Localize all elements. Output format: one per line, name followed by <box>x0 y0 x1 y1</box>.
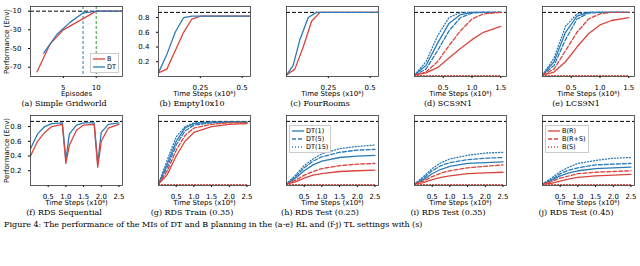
svg-text:1.5: 1.5 <box>623 84 634 92</box>
svg-text:1.5: 1.5 <box>495 84 506 92</box>
svg-text:0.6: 0.6 <box>138 29 150 37</box>
html-text:DT: DT <box>107 63 116 71</box>
html-text:DT(1): DT(1) <box>306 127 325 135</box>
svg-text:1.5: 1.5 <box>590 193 602 202</box>
svg-text:0.25: 0.25 <box>320 84 337 93</box>
svg-text:0.5: 0.5 <box>554 193 566 202</box>
svg-text:Time Steps (x10⁶): Time Steps (x10⁶) <box>44 199 108 207</box>
svg-text:2.0: 2.0 <box>607 193 619 202</box>
svg-text:2.0: 2.0 <box>223 193 235 202</box>
svg-text:1.0: 1.0 <box>188 193 200 202</box>
svg-text:0.5: 0.5 <box>237 84 248 92</box>
svg-text:Time Steps (x10⁶): Time Steps (x10⁶) <box>172 90 236 98</box>
svg-text:2.0: 2.0 <box>351 193 363 202</box>
svg-text:0.5: 0.5 <box>365 84 376 92</box>
html-text:(b) Empty10x10: (b) Empty10x10 <box>159 99 225 108</box>
svg-text:Time Steps (x10⁶): Time Steps (x10⁶) <box>556 90 620 98</box>
svg-text:2.5: 2.5 <box>113 193 124 201</box>
svg-text:1.0: 1.0 <box>444 193 456 202</box>
html-text:(f) RDS Sequential: (f) RDS Sequential <box>26 208 102 217</box>
svg-text:2.5: 2.5 <box>625 193 636 201</box>
svg-text:-30: -30 <box>10 26 21 34</box>
html-text:(a) Simple Gridworld: (a) Simple Gridworld <box>21 99 107 108</box>
html-text:(d) SCS9N1: (d) SCS9N1 <box>423 99 473 108</box>
svg-text:2.5: 2.5 <box>369 193 380 201</box>
svg-text:1.0: 1.0 <box>60 193 72 202</box>
svg-text:1.5: 1.5 <box>334 193 346 202</box>
svg-text:0.8: 0.8 <box>138 14 149 22</box>
svg-text:0.5: 0.5 <box>426 193 438 202</box>
html-text:B(R): B(R) <box>562 127 577 135</box>
html-text:DT(5): DT(5) <box>306 135 325 143</box>
svg-text:1.0: 1.0 <box>466 84 478 93</box>
html-text:(c) FourRooms: (c) FourRooms <box>290 99 350 108</box>
svg-text:0.5: 0.5 <box>170 193 182 202</box>
svg-text:1.0: 1.0 <box>316 193 328 202</box>
svg-text:-10: -10 <box>10 7 21 15</box>
svg-text:0.4: 0.4 <box>138 43 150 51</box>
svg-text:0.8: 0.8 <box>10 123 21 131</box>
svg-text:0.2: 0.2 <box>138 58 149 66</box>
html-text:(j) RDS Test (0.45): (j) RDS Test (0.45) <box>538 208 614 217</box>
svg-text:0.5: 0.5 <box>565 84 577 93</box>
svg-text:Time Steps (x10⁶): Time Steps (x10⁶) <box>172 199 236 207</box>
svg-text:1.0: 1.0 <box>594 84 606 93</box>
svg-text:10: 10 <box>92 84 101 92</box>
svg-text:1.5: 1.5 <box>206 193 218 202</box>
svg-text:-70: -70 <box>10 63 21 71</box>
svg-text:-50: -50 <box>10 45 21 53</box>
svg-text:0.4: 0.4 <box>10 152 22 160</box>
svg-text:Time Steps (x10⁶): Time Steps (x10⁶) <box>428 90 492 98</box>
svg-text:Time Steps (x10⁶): Time Steps (x10⁶) <box>428 199 492 207</box>
svg-text:Episodes: Episodes <box>61 90 92 98</box>
svg-text:1.0: 1.0 <box>572 193 584 202</box>
svg-text:Performance (Env): Performance (Env) <box>3 9 11 74</box>
svg-text:0.25: 0.25 <box>192 84 209 93</box>
html-text:DT(15): DT(15) <box>306 143 329 151</box>
svg-text:1.5: 1.5 <box>78 193 90 202</box>
svg-text:2.0: 2.0 <box>95 193 107 202</box>
svg-text:Performance (Env): Performance (Env) <box>3 118 11 183</box>
svg-text:Time Steps (x10⁶): Time Steps (x10⁶) <box>556 199 620 207</box>
svg-text:Time Steps (x10⁶): Time Steps (x10⁶) <box>300 90 364 98</box>
html-text:Figure 4: The performance of t: Figure 4: The performance of the MIs of … <box>4 220 423 229</box>
svg-text:0.2: 0.2 <box>10 167 21 175</box>
html-text:B(R+S): B(R+S) <box>562 135 586 143</box>
svg-text:2.0: 2.0 <box>479 193 491 202</box>
svg-text:5: 5 <box>61 84 66 93</box>
html-text:(g) RDS Train (0.35): (g) RDS Train (0.35) <box>150 208 234 217</box>
svg-text:2.5: 2.5 <box>241 193 252 201</box>
svg-text:2.5: 2.5 <box>497 193 508 201</box>
svg-text:Time Steps (x10⁶): Time Steps (x10⁶) <box>300 199 364 207</box>
svg-text:0.5: 0.5 <box>42 193 54 202</box>
html-text:(i) RDS Test (0.35): (i) RDS Test (0.35) <box>410 208 486 217</box>
html-text:B(S): B(S) <box>562 143 576 151</box>
svg-text:0.5: 0.5 <box>298 193 310 202</box>
html-text:(e) LCS9N1: (e) LCS9N1 <box>552 99 600 108</box>
svg-text:0.6: 0.6 <box>10 138 22 146</box>
svg-text:1.5: 1.5 <box>462 193 474 202</box>
html-text:B: B <box>107 55 112 63</box>
svg-text:0.5: 0.5 <box>437 84 449 93</box>
html-text:(h) RDS Test (0.25): (h) RDS Test (0.25) <box>281 208 359 217</box>
